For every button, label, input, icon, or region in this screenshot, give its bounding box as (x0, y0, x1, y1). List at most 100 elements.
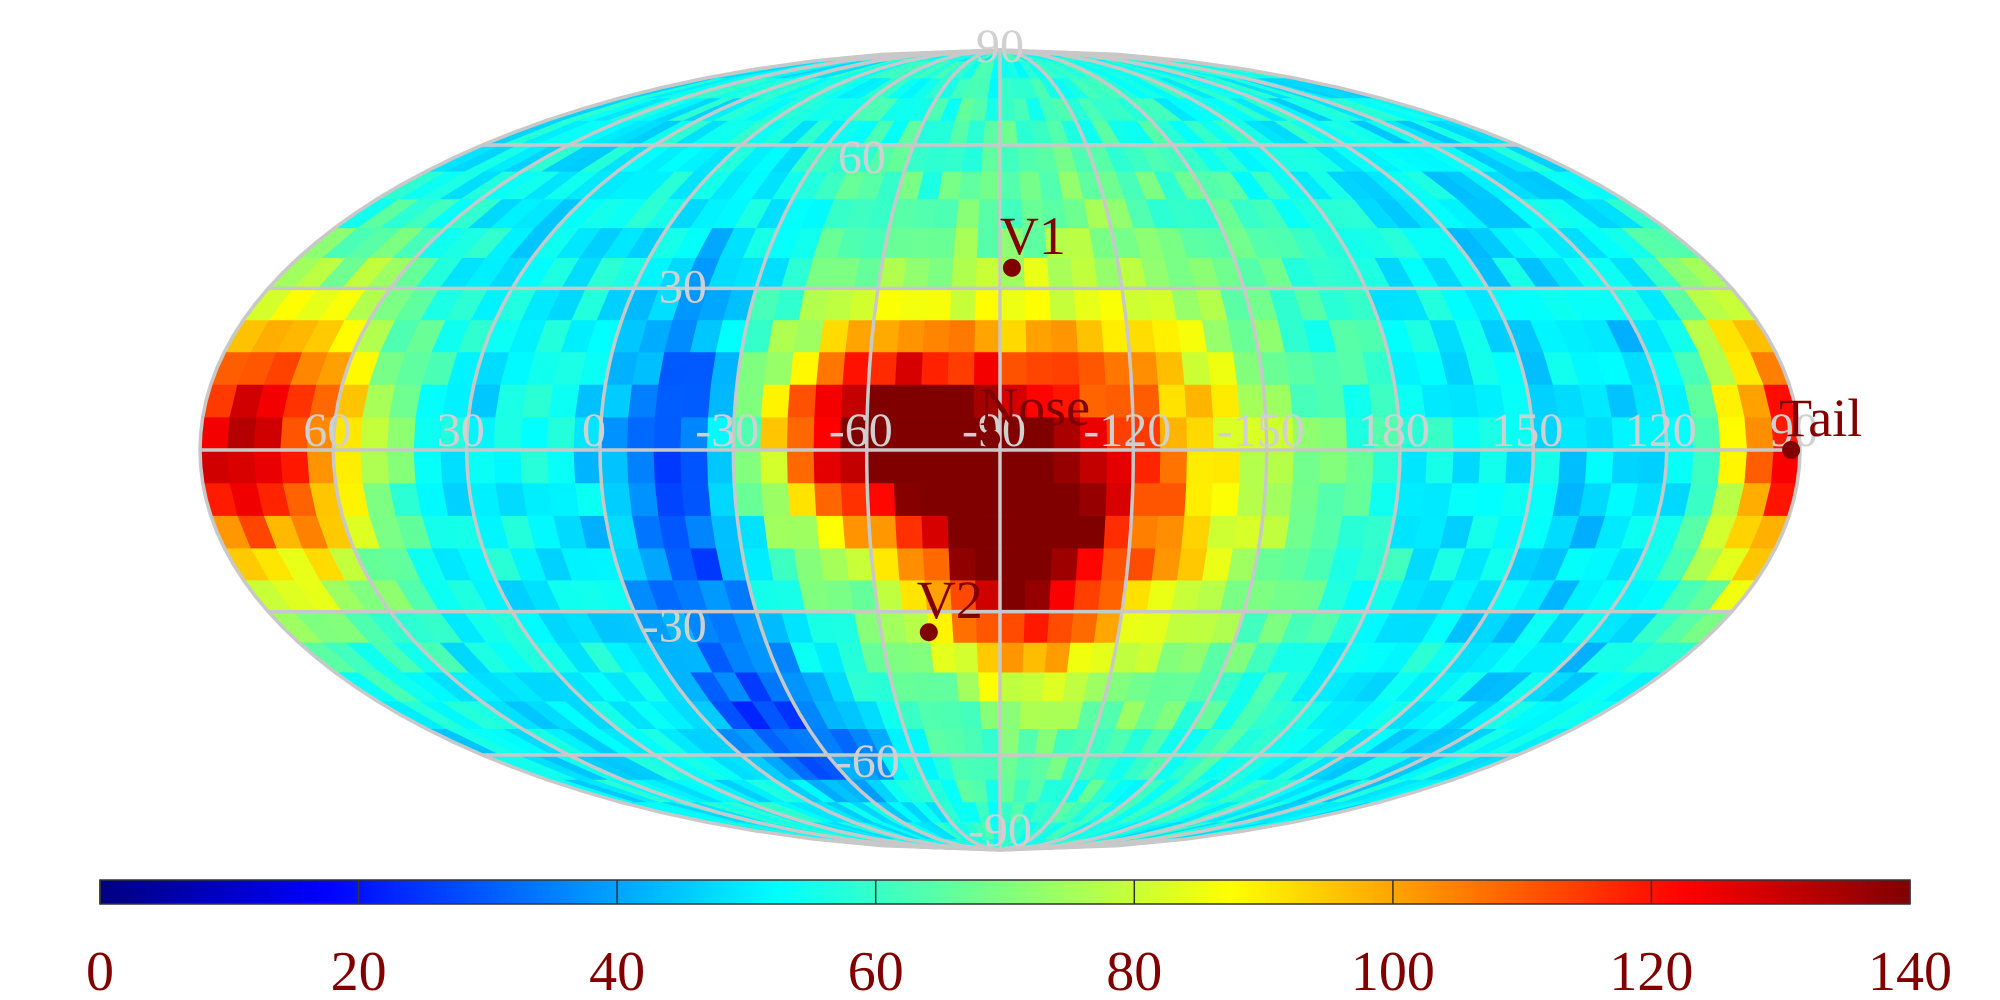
heatmap-cell (1018, 171, 1042, 200)
graticule-labels: 60300-30-60-90-120-15018015012090906030-… (303, 20, 1818, 857)
heatmap-cell (920, 351, 949, 385)
heatmap-cell (982, 754, 1001, 780)
heatmap-cell (789, 351, 820, 385)
heatmap-cell (1072, 579, 1102, 612)
longitude-label: -150 (1217, 404, 1305, 457)
heatmap-cell (1473, 482, 1506, 516)
heatmap-cell (1128, 515, 1159, 549)
heatmap-cell (1743, 449, 1774, 484)
heatmap-cell (359, 449, 390, 484)
heatmap-cell (980, 728, 1001, 756)
heatmap-cell (1025, 515, 1053, 549)
heatmap-cell (893, 384, 922, 418)
heatmap-cell (1075, 319, 1104, 353)
heatmap-cell (1180, 351, 1211, 385)
heatmap-cell (627, 384, 659, 418)
heatmap-cell (999, 547, 1027, 581)
heatmap-cell (977, 671, 1001, 702)
heatmap-cell (977, 198, 1001, 229)
heatmap-cell (1041, 671, 1067, 702)
marker-label-tail: Tail (1779, 388, 1862, 448)
heatmap-cell (654, 384, 685, 418)
heatmap-cell (1451, 416, 1481, 451)
heatmap-cell (1048, 288, 1076, 321)
latitude-label: -90 (968, 804, 1032, 857)
heatmap-cell (1020, 671, 1045, 702)
heatmap-cell (1451, 449, 1481, 484)
heatmap-cell (1026, 449, 1054, 484)
heatmap-cell (1341, 482, 1373, 516)
heatmap-cell (894, 351, 923, 385)
heatmap-cell (1183, 384, 1213, 418)
colorbar-tick-label: 120 (1609, 941, 1693, 1000)
heatmap-cell (929, 227, 957, 258)
heatmap-cell (841, 515, 872, 549)
heatmap-cell (1176, 547, 1208, 581)
heatmap-cell (521, 384, 554, 418)
heatmap-cell (252, 449, 283, 484)
heatmap-cell (866, 482, 896, 516)
heatmap-cell (226, 416, 257, 451)
heatmap-cell (818, 547, 850, 581)
heatmap-cell (952, 227, 979, 258)
heatmap-cell (1315, 482, 1346, 516)
colorbar-tick-label: 60 (848, 941, 904, 1000)
heatmap-cell (919, 416, 948, 451)
heatmap-cell (893, 482, 922, 516)
heatmap-cell (999, 288, 1026, 321)
marker-dot-v2 (919, 623, 938, 642)
heatmap-cell (950, 257, 977, 289)
heatmap-cell (1262, 482, 1293, 516)
heatmap-cell (1154, 515, 1185, 549)
heatmap-cell (976, 642, 1001, 673)
heatmap-cell (759, 416, 788, 451)
heatmap-cell (952, 642, 979, 673)
heatmap-cell (999, 515, 1027, 549)
heatmap-cell (1104, 482, 1134, 516)
heatmap-cell (492, 416, 522, 451)
heatmap-cell (840, 482, 869, 516)
heatmap-cell (898, 288, 928, 321)
heatmap-cell (976, 227, 1001, 258)
heatmap-cell (1284, 351, 1317, 385)
heatmap-cell (926, 257, 954, 289)
heatmap-cell (1318, 449, 1348, 484)
heatmap-cell (922, 319, 950, 353)
heatmap-cell (1077, 515, 1106, 549)
heatmap-cell (1024, 547, 1053, 581)
heatmap-cell (762, 515, 794, 549)
heatmap-cell (652, 416, 682, 451)
heatmap-cell (1024, 288, 1051, 321)
heatmap-cell (546, 416, 576, 451)
heatmap-cell (786, 416, 815, 451)
heatmap-cell (1131, 482, 1160, 516)
colorbar-gradient (99, 879, 1911, 905)
longitude-label: 120 (1625, 404, 1697, 457)
heatmap-cell (1315, 384, 1346, 418)
heatmap-cell (818, 319, 850, 353)
heatmap-cell (760, 384, 790, 418)
heatmap-cell (1743, 416, 1774, 451)
latitude-label: 90 (976, 20, 1024, 73)
heatmap-cell (789, 515, 820, 549)
colorbar-tick-label: 100 (1351, 941, 1435, 1000)
heatmap-cell (546, 449, 576, 484)
heatmap-cell (999, 579, 1026, 612)
heatmap-cell (1050, 547, 1078, 581)
heatmap-cell (787, 482, 817, 516)
heatmap-cell (1446, 384, 1479, 418)
heatmap-cell (982, 120, 1001, 146)
heatmap-cell (973, 482, 1001, 516)
heatmap-cell (924, 288, 952, 321)
heatmap-cell (958, 700, 982, 730)
heatmap-cell (1201, 547, 1234, 581)
heatmap-cell (919, 482, 948, 516)
heatmap-cell (1318, 416, 1348, 451)
heatmap-cell (226, 449, 257, 484)
heatmap-cell (999, 779, 1016, 803)
heatmap-cell (1048, 579, 1076, 612)
heatmap-cell (1150, 319, 1182, 353)
heatmap-cell (1183, 482, 1213, 516)
heatmap-cell (894, 515, 923, 549)
longitude-label: 150 (1491, 404, 1563, 457)
